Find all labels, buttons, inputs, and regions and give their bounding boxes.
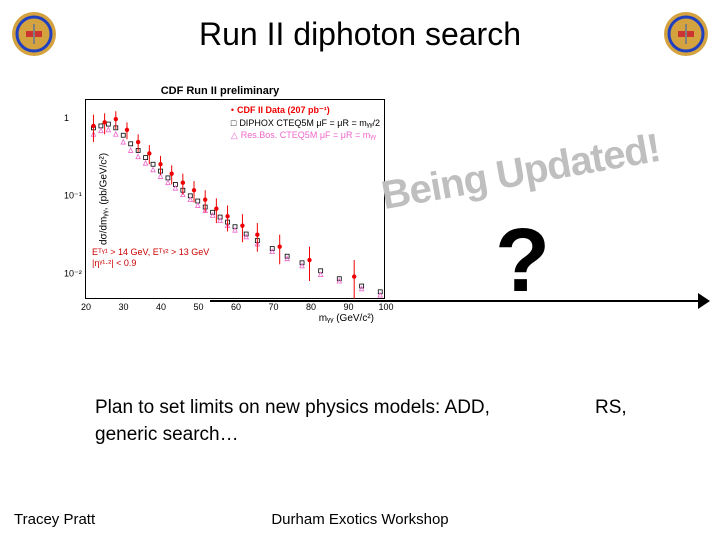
question-mark: ?: [495, 210, 550, 313]
cut-label: Eᵀᵞ¹ > 14 GeV, Eᵀᵞ² > 13 GeV |ηᵞ¹·²| < 0…: [92, 247, 209, 270]
y-tick: 10⁻²: [64, 269, 82, 280]
x-tick: 40: [156, 302, 166, 312]
x-tick: 30: [118, 302, 128, 312]
footer-author: Tracey Pratt: [14, 511, 95, 528]
diphoton-chart: CDF Run II preliminary dσ/dmᵧᵧ, (pb/GeV/…: [55, 85, 385, 315]
x-tick: 20: [81, 302, 91, 312]
legend-row: •CDF II Data (207 pb⁻¹): [231, 104, 380, 117]
extrapolation-arrow: [210, 300, 700, 302]
x-tick: 100: [378, 302, 393, 312]
chart-legend: •CDF II Data (207 pb⁻¹)□DIPHOX CTEQ5M μF…: [231, 104, 380, 142]
body-text-left: Plan to set limits on new physics models…: [95, 395, 525, 448]
cut-line-2: |ηᵞ¹·²| < 0.9: [92, 258, 209, 270]
updated-stamp: Being Updated!: [378, 126, 663, 219]
body-text: Plan to set limits on new physics models…: [95, 395, 655, 448]
legend-row: □DIPHOX CTEQ5M μF = μR = mᵧᵧ/2: [231, 117, 380, 130]
body-text-right: RS,: [595, 395, 655, 448]
cdf-logo-left: [10, 10, 58, 58]
cdf-logo-right: [662, 10, 710, 58]
y-tick: 1: [64, 113, 69, 123]
x-tick: 50: [193, 302, 203, 312]
x-tick: 80: [306, 302, 316, 312]
chart-title: CDF Run II preliminary: [55, 85, 385, 97]
y-tick: 10⁻¹: [64, 191, 82, 202]
x-axis-label: mᵧᵧ (GeV/c²): [319, 313, 374, 324]
x-tick: 60: [231, 302, 241, 312]
slide-title: Run II diphoton search: [58, 16, 662, 53]
x-tick: 70: [268, 302, 278, 312]
x-tick: 90: [343, 302, 353, 312]
plot-frame: dσ/dmᵧᵧ, (pb/GeV/c²) mᵧᵧ (GeV/c²) •CDF I…: [85, 99, 385, 299]
arrow-head: [698, 293, 710, 309]
legend-row: △Res.Bos. CTEQ5M μF = μR = mᵧᵧ: [231, 129, 380, 142]
footer-venue: Durham Exotics Workshop: [271, 511, 448, 528]
cut-line-1: Eᵀᵞ¹ > 14 GeV, Eᵀᵞ² > 13 GeV: [92, 247, 209, 259]
